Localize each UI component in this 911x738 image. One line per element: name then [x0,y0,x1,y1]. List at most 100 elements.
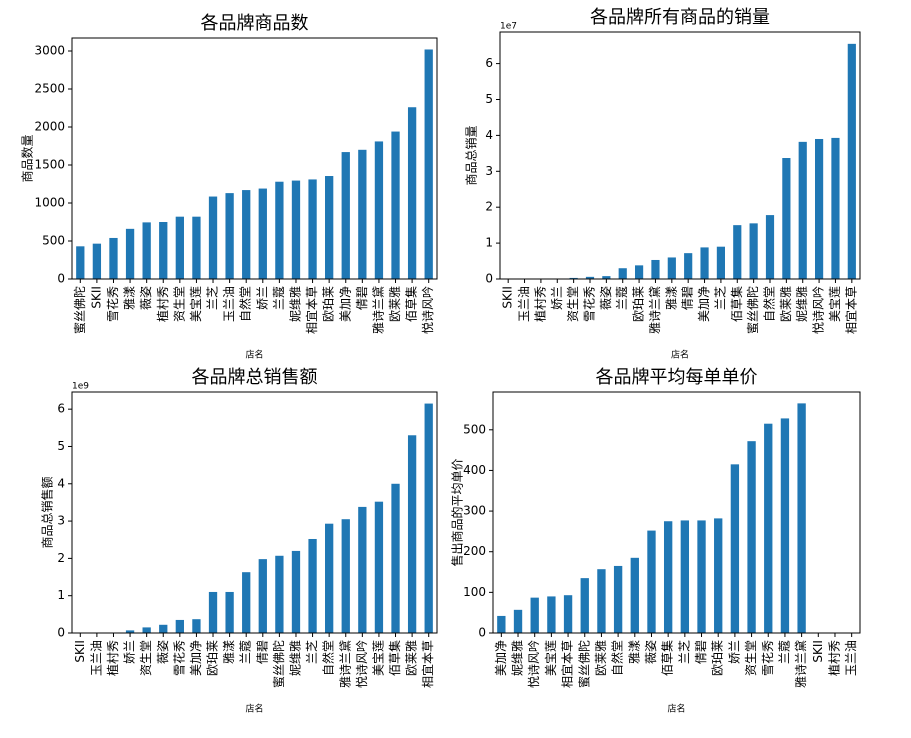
x-tick-label: 佰草集 [660,640,675,676]
bar [341,519,350,633]
x-tick-label: 美宝莲 [828,286,842,322]
y-tick-label: 1500 [34,157,65,171]
x-tick-label: 倩碧 [694,640,708,664]
bar [530,597,539,633]
x-tick-label: 欧珀莱 [632,286,646,322]
y-tick-label: 3 [485,164,493,178]
y-tick-label: 0 [478,626,486,640]
y-axis-label: 商品总销量 [464,125,479,185]
bar [142,222,151,279]
bar [291,550,301,633]
x-tick-label: 美宝莲 [544,640,558,676]
bar [358,149,367,279]
bar [391,131,400,279]
x-tick-label: 悦诗风吟 [420,286,435,334]
x-tick-label: 妮维雅 [510,640,525,676]
bar [374,501,384,633]
x-tick-label: 娇兰 [123,640,137,664]
y-tick-label: 6 [57,402,65,416]
x-tick-label: 妮维雅 [794,286,809,322]
x-tick-label: 兰蔻 [777,640,791,664]
y-tick-label: 5 [485,92,493,106]
bar [733,225,742,279]
y-tick-label: 3000 [34,43,65,57]
x-tick-label: 倩碧 [355,286,369,310]
x-tick-label: 自然堂 [321,640,336,676]
x-tick-label: 雪花秀 [105,286,120,322]
bar [325,176,334,279]
x-tick-label: 娇兰 [255,286,269,310]
y-tick-label: 1 [57,588,65,602]
y-tick-label: 0 [57,626,65,640]
x-tick-label: 自然堂 [762,286,777,322]
x-tick-label: 自然堂 [238,286,253,322]
x-tick-label: 雅诗兰黛 [337,640,352,688]
y-tick-label: 1000 [34,195,65,209]
bar [358,506,367,633]
bar [325,523,334,633]
x-tick-label: 兰芝 [676,640,691,664]
bar [602,276,611,279]
y-tick-label: 2000 [34,119,65,133]
x-tick-label: 雅诗兰黛 [793,640,808,688]
bar [497,615,506,633]
bar [585,276,595,279]
bar [847,43,856,280]
y-tick-label: 6 [485,56,493,70]
bar [569,277,578,279]
bar [798,141,807,279]
bar [663,521,673,633]
bar [563,595,573,633]
chart-title: 各品牌总销售额 [192,367,318,388]
x-tick-label: 雅漾 [122,286,137,310]
y-tick-label: 300 [463,504,486,518]
bar [647,530,656,633]
x-tick-label: 兰蔻 [272,286,286,310]
bar [630,557,639,633]
y-tick-label: 3 [57,514,65,528]
x-tick-label: 倩碧 [255,640,269,664]
x-tick-label: 植村秀 [155,286,170,322]
x-tick-label: 相宜本草 [560,640,575,688]
bar [242,190,251,279]
bar [667,257,676,279]
chart-title: 各品牌商品数 [201,13,309,34]
bar [597,569,606,633]
x-tick-label: 自然堂 [610,640,625,676]
x-tick-label: 美加净 [189,640,203,676]
axes-frame [71,37,438,280]
x-tick-label: 玉兰油 [89,640,103,676]
x-tick-label: 资生堂 [744,640,758,676]
bar [159,221,168,279]
bar [275,181,284,279]
x-tick-label: 相宜本草 [420,640,435,688]
x-tick-label: 美加净 [494,640,508,676]
x-tick-label: 妮维雅 [287,286,302,322]
bar [92,243,102,279]
y-tick-label: 2 [485,200,493,214]
bar [815,138,824,279]
bar [749,223,758,279]
bar [142,627,151,633]
x-tick-label: 玉兰油 [222,286,236,322]
bar [125,630,135,633]
x-tick-label: 薇姿 [644,640,658,664]
bar [109,237,118,279]
x-tick-label: 薇姿 [156,640,170,664]
bar [407,107,417,279]
x-tick-label: SKII [501,286,515,309]
y-tick-label: 100 [463,585,486,599]
bar [613,565,623,633]
x-tick-label: SKII [811,640,825,663]
chart-title: 各品牌所有商品的销量 [590,7,770,28]
bar [635,265,644,279]
x-tick-label: 欧莱雅 [404,640,419,676]
bar [258,559,267,633]
x-tick-label: 雅诗兰黛 [370,286,385,334]
bar [208,591,218,633]
offset-text: 1e7 [500,22,517,32]
x-tick-label: 玉兰油 [844,640,858,676]
bar [831,137,840,279]
x-tick-label: 雪花秀 [760,640,775,676]
y-tick-label: 0 [57,272,65,286]
